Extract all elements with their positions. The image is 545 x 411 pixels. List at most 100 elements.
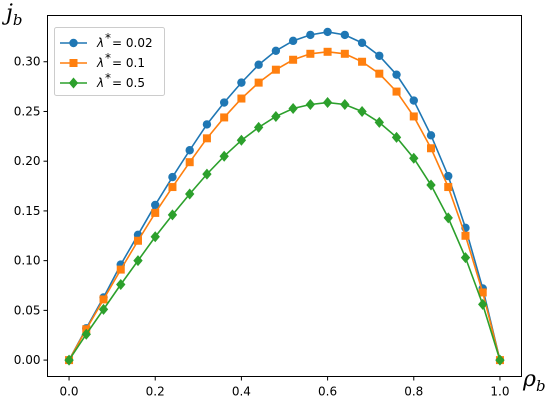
data-point: [133, 255, 143, 267]
data-point: [340, 49, 349, 58]
data-point: [340, 30, 350, 40]
data-point: [391, 131, 402, 143]
data-point: [150, 231, 160, 243]
data-point: [167, 209, 178, 221]
data-point: [323, 27, 332, 37]
legend-box: [54, 27, 165, 96]
data-point: [64, 354, 74, 366]
data-point: [357, 105, 367, 117]
data-point: [426, 131, 436, 140]
data-point: [375, 69, 384, 78]
data-point: [375, 51, 384, 60]
data-point: [323, 47, 332, 56]
data-point: [81, 328, 91, 340]
series-3: [64, 97, 505, 366]
y-tick-label: 0.05: [14, 303, 41, 317]
legend-lambda: λ: [96, 76, 104, 90]
data-point: [305, 99, 316, 111]
data-point: [289, 55, 298, 64]
data-point: [219, 150, 229, 162]
data-point: [133, 236, 142, 245]
legend-lambda: λ: [96, 56, 104, 70]
data-point: [185, 158, 194, 167]
data-point: [254, 78, 263, 87]
data-point: [168, 172, 177, 182]
data-point: [478, 298, 488, 310]
data-point: [116, 265, 125, 274]
data-point: [202, 120, 212, 129]
data-point: [151, 200, 160, 210]
legend-item: λ * = 0.5: [60, 71, 145, 90]
data-point: [306, 30, 315, 40]
legend-marker: [68, 77, 79, 89]
data-point: [426, 179, 436, 191]
series-line: [68, 101, 501, 361]
data-point: [322, 97, 333, 109]
legend-label: = 0.5: [112, 76, 145, 90]
y-tick-label: 0.00: [14, 353, 41, 367]
data-point: [237, 94, 246, 103]
data-point: [271, 46, 281, 56]
y-tick-label: 0.15: [14, 204, 41, 218]
data-point: [237, 78, 246, 87]
data-point: [409, 152, 419, 164]
data-point: [409, 96, 418, 105]
data-point: [202, 168, 212, 180]
data-point: [427, 144, 436, 153]
series-line: [68, 50, 501, 361]
data-point: [253, 121, 264, 133]
data-point: [220, 113, 229, 122]
data-point: [495, 354, 505, 366]
legend-item: λ * = 0.02: [60, 31, 153, 50]
data-point: [185, 146, 194, 155]
y-axis: 0.00 0.05 0.10 0.15 0.20 0.25 0.30: [14, 55, 48, 367]
data-point: [271, 65, 280, 74]
legend-label: = 0.02: [112, 36, 153, 50]
data-point: [236, 134, 247, 146]
data-point: [116, 279, 126, 291]
x-tick-label: 0.0: [59, 385, 78, 399]
x-tick-label: 0.4: [232, 385, 251, 399]
data-point: [99, 295, 108, 304]
legend-star: *: [105, 31, 111, 45]
data-point: [392, 87, 401, 96]
legend-marker: [69, 38, 78, 48]
data-point: [460, 252, 471, 264]
data-point: [219, 98, 229, 107]
data-point: [374, 116, 384, 128]
data-point: [392, 70, 401, 79]
data-point: [357, 38, 367, 48]
data-point: [358, 57, 367, 66]
data-point: [168, 183, 177, 192]
y-tick-label: 0.25: [14, 104, 41, 118]
legend: λ * = 0.02λ * = 0.1λ * = 0.5: [54, 27, 165, 96]
data-point: [461, 231, 470, 240]
x-tick-label: 0.2: [146, 385, 165, 399]
legend-label: = 0.1: [112, 56, 145, 70]
data-point: [185, 188, 195, 200]
data-point: [271, 110, 281, 122]
data-point: [202, 134, 211, 143]
x-axis: 0.0 0.2 0.4 0.6 0.8 1.0: [59, 376, 510, 399]
data-point: [288, 36, 298, 46]
data-point: [443, 212, 453, 224]
legend-star: *: [105, 71, 111, 85]
y-tick-label: 0.20: [14, 154, 41, 168]
y-tick-label: 0.30: [14, 55, 41, 69]
legend-lambda: λ: [96, 36, 104, 50]
data-point: [288, 102, 298, 114]
x-tick-label: 0.6: [318, 385, 337, 399]
data-point: [409, 112, 418, 121]
legend-star: *: [105, 51, 111, 65]
y-axis-label: jb: [1, 1, 22, 29]
legend-marker: [69, 59, 78, 67]
data-point: [98, 303, 109, 315]
series-layer: [64, 27, 505, 366]
data-point: [444, 171, 453, 181]
legend-item: λ * = 0.1: [60, 51, 145, 70]
data-point: [340, 99, 350, 111]
data-point: [306, 49, 315, 58]
x-axis-label: ρb: [522, 367, 545, 395]
series-line: [68, 31, 501, 361]
data-point: [444, 183, 453, 192]
